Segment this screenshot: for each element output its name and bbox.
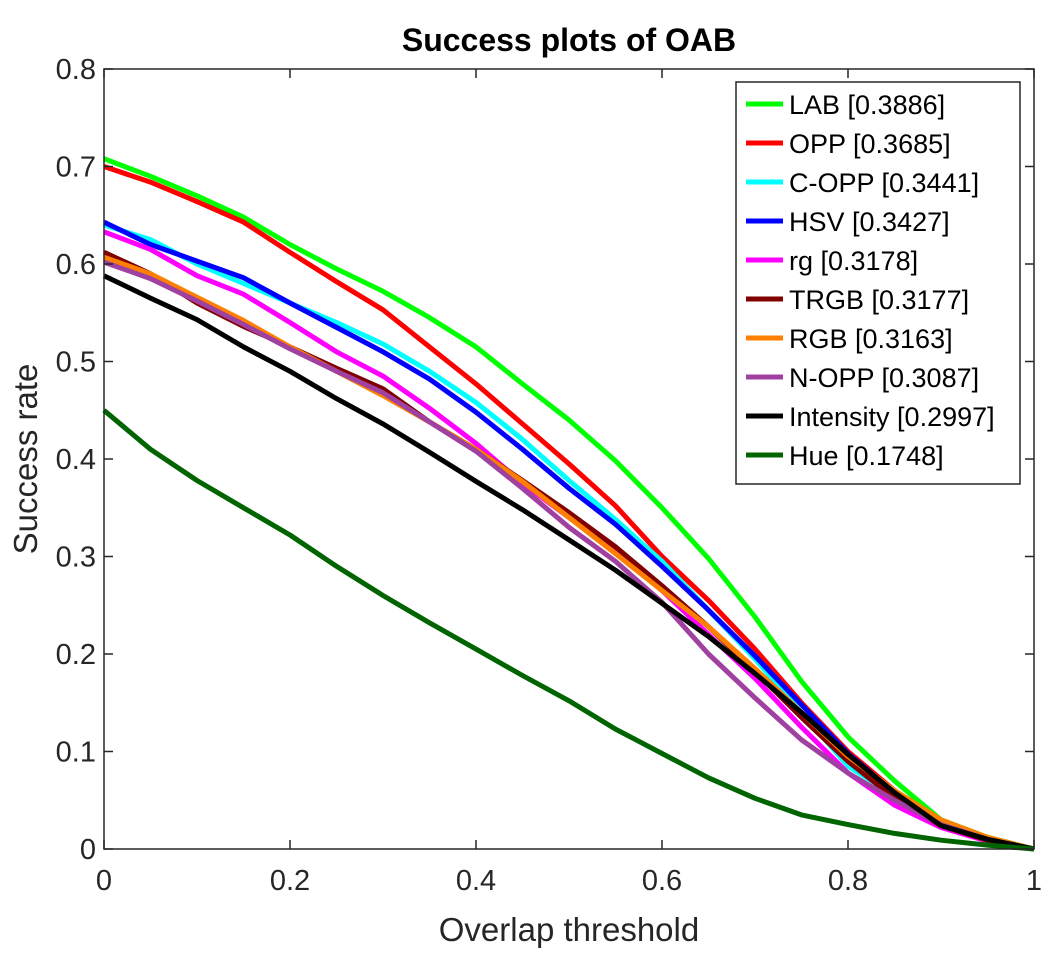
- legend-label-4: rg [0.3178]: [789, 246, 918, 276]
- legend-label-7: N-OPP [0.3087]: [789, 363, 979, 393]
- x-tick-label: 0.6: [642, 865, 682, 897]
- legend-label-8: Intensity [0.2997]: [789, 402, 995, 432]
- y-tick-label: 0.8: [56, 54, 96, 86]
- legend-label-2: C-OPP [0.3441]: [789, 168, 979, 198]
- legend-label-9: Hue [0.1748]: [789, 441, 944, 471]
- y-tick-label: 0.4: [56, 444, 96, 476]
- legend-label-1: OPP [0.3685]: [789, 129, 951, 159]
- legend-label-0: LAB [0.3886]: [789, 90, 945, 120]
- legend: LAB [0.3886] OPP [0.3685] C-OPP [0.3441] HS…: [735, 81, 1021, 485]
- x-tick-label: 0.8: [828, 865, 868, 897]
- y-tick-label: 0.1: [56, 737, 96, 769]
- x-tick-label: 0.2: [270, 865, 310, 897]
- x-tick-label: 0.4: [456, 865, 496, 897]
- x-axis-label: Overlap threshold: [439, 911, 699, 948]
- legend-label-6: RGB [0.3163]: [789, 324, 953, 354]
- series-line-0: [103, 156, 1035, 852]
- y-tick-label: 0.7: [56, 152, 96, 184]
- x-tick-label: 0: [96, 865, 112, 897]
- series-line-9: [102, 408, 1035, 852]
- series-line-7: [103, 259, 1035, 852]
- legend-label-3: HSV [0.3427]: [789, 207, 950, 237]
- y-tick-label: 0.2: [56, 639, 96, 671]
- y-tick-label: 0: [80, 834, 96, 866]
- series-line-8: [102, 273, 1035, 852]
- y-tick-label: 0.5: [56, 347, 96, 379]
- y-tick-label: 0.3: [56, 542, 96, 574]
- chart-title: Success plots of OAB: [402, 22, 736, 58]
- x-tick-label: 1: [1026, 865, 1042, 897]
- y-axis-label: Success rate: [7, 364, 44, 555]
- legend-box: [735, 81, 1021, 485]
- legend-label-5: TRGB [0.3177]: [789, 285, 969, 315]
- y-tick-label: 0.6: [56, 249, 96, 281]
